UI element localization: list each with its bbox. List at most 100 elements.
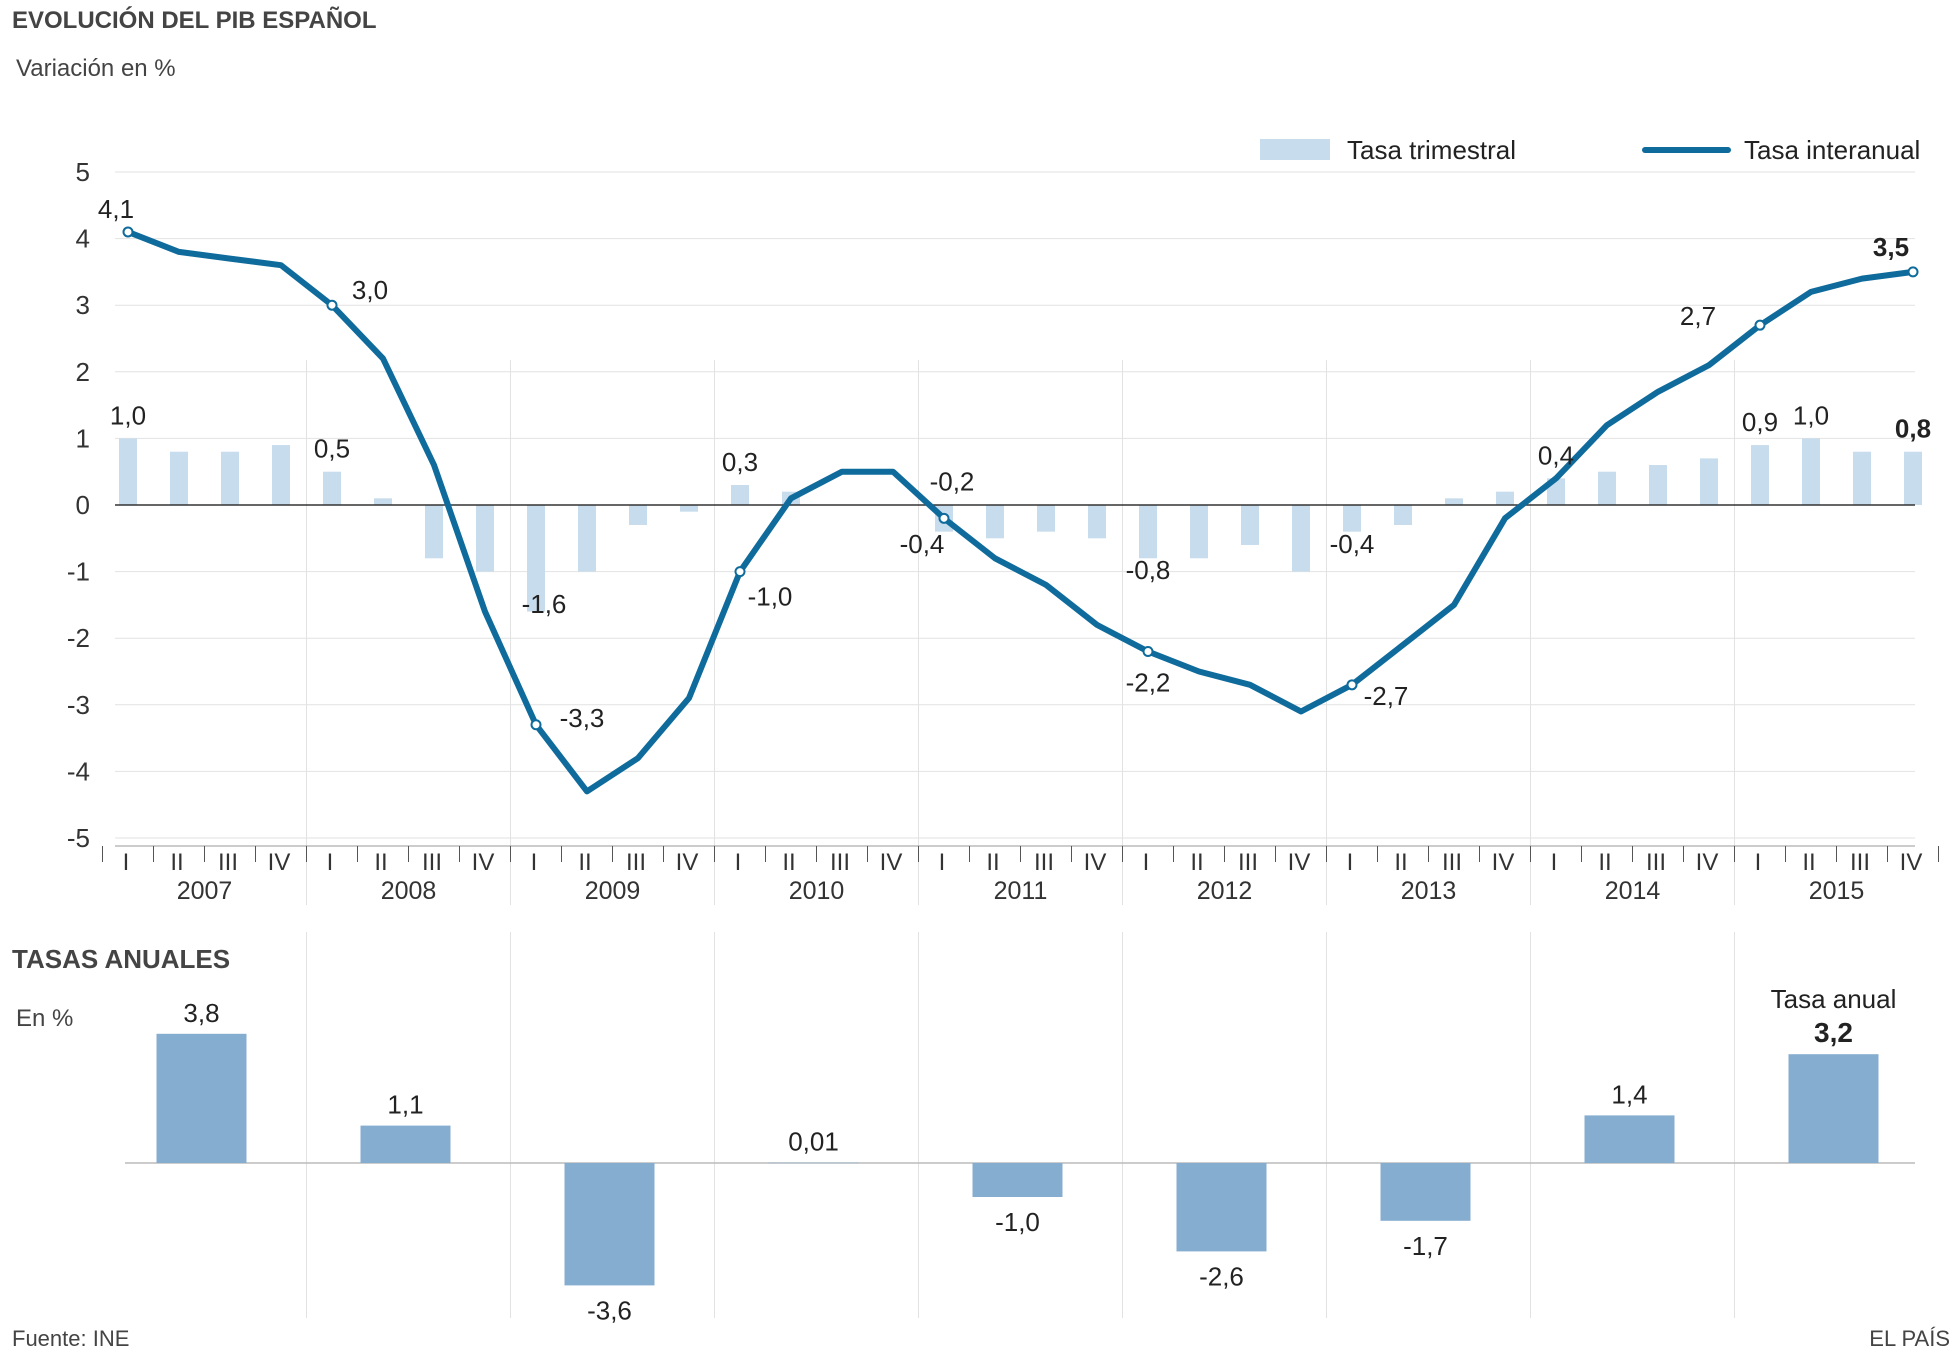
brand-credit: EL PAÍS	[1869, 1326, 1950, 1351]
quarterly-bar	[731, 485, 749, 505]
y-tick-label: 3	[76, 290, 90, 320]
legend-label-quarterly: Tasa trimestral	[1347, 135, 1516, 165]
yoy-value-label: 2,7	[1680, 301, 1716, 331]
quarterly-bar	[680, 505, 698, 512]
quarter-label: III	[218, 849, 238, 876]
year-label: 2014	[1605, 877, 1661, 905]
grid-layer	[115, 171, 1915, 839]
quarter-label: IV	[268, 849, 291, 876]
year-label: 2009	[585, 877, 641, 905]
yoy-marker	[1754, 319, 1766, 331]
quarter-label: I	[1551, 849, 1558, 876]
yoy-value-label: 3,5	[1873, 232, 1909, 262]
yoy-value-label: 3,0	[352, 275, 388, 305]
annual-bar	[1380, 1163, 1471, 1221]
quarterly-bar	[272, 445, 290, 505]
yoy-value-label: -3,3	[560, 703, 605, 733]
quarter-label: IV	[880, 849, 903, 876]
quarterly-bar	[1139, 505, 1157, 559]
quarter-label: IV	[1900, 849, 1923, 876]
quarter-label: I	[327, 849, 334, 876]
quarterly-bar	[578, 505, 596, 572]
annual-value-label: 1,1	[387, 1090, 423, 1120]
quarterly-value-label: 0,5	[314, 434, 350, 464]
yoy-marker	[1346, 679, 1358, 691]
quarterly-value-label: 0,8	[1895, 414, 1931, 444]
yoy-marker	[530, 719, 542, 731]
year-label: 2010	[789, 877, 845, 905]
y-tick-label: 4	[76, 224, 90, 254]
quarterly-value-label: -0,4	[1330, 529, 1375, 559]
quarterly-bars	[119, 438, 1922, 612]
annual-value-label: -2,6	[1199, 1261, 1244, 1291]
quarterly-bar	[119, 438, 137, 505]
quarter-label: II	[782, 849, 795, 876]
yoy-marker	[122, 226, 134, 238]
quarterly-bar	[1445, 498, 1463, 505]
quarterly-bar	[1496, 491, 1514, 505]
quarterly-value-label: -0,4	[900, 529, 945, 559]
annual-value-label: 0,01	[788, 1127, 839, 1157]
quarter-label: II	[1598, 849, 1611, 876]
year-label: 2012	[1197, 877, 1253, 905]
yoy-value-label: 4,1	[98, 194, 134, 224]
quarterly-bar	[425, 505, 443, 559]
y-tick-label: 2	[76, 357, 90, 387]
quarterly-bar	[1343, 505, 1361, 532]
quarter-label: III	[422, 849, 442, 876]
year-label: 2015	[1809, 877, 1865, 905]
quarterly-bar	[170, 451, 188, 505]
y-tick-label: 5	[76, 157, 90, 187]
annual-value-label: -1,0	[995, 1207, 1040, 1237]
quarterly-value-label: 1,0	[110, 400, 146, 430]
quarterly-bar	[221, 451, 239, 505]
legend-swatch-quarterly	[1260, 139, 1330, 160]
quarterly-bar	[1751, 445, 1769, 505]
annual-note-label: Tasa anual	[1771, 984, 1897, 1014]
y-axis-ticks: 5 4 3 2 1 0 -1 -2 -3 -4 -5	[67, 157, 90, 853]
yoy-line	[125, 228, 1916, 795]
yoy-value-label: -0,2	[930, 466, 975, 496]
annotations: 1,0 0,5 -1,6 0,3 -0,4 -0,8 -0,4 0,4 0,9 1,0 0,8 4,1…	[98, 194, 1931, 733]
x-axis: I II III IV I II III IV I II III IV I II III IV I II III IV…	[102, 845, 1939, 905]
annual-value-label: 1,4	[1611, 1079, 1647, 1109]
annual-bar	[1176, 1163, 1267, 1252]
quarterly-bar	[1598, 471, 1616, 505]
quarter-label: III	[1646, 849, 1666, 876]
quarter-label: IV	[676, 849, 699, 876]
quarter-label: II	[170, 849, 183, 876]
y-tick-label: 0	[76, 490, 90, 520]
quarter-label: IV	[472, 849, 495, 876]
quarterly-bar	[374, 498, 392, 505]
quarterly-bar	[629, 505, 647, 525]
quarter-label: I	[123, 849, 130, 876]
quarterly-bar	[1037, 505, 1055, 532]
yoy-marker	[734, 566, 746, 578]
y-tick-label: -1	[67, 557, 90, 587]
quarterly-bar	[1190, 505, 1208, 559]
quarter-label: IV	[1492, 849, 1515, 876]
y-tick-label: -3	[67, 690, 90, 720]
y-tick-label: -4	[67, 756, 90, 786]
quarterly-value-label: 0,9	[1742, 407, 1778, 437]
year-label: 2011	[994, 877, 1048, 905]
quarter-label: I	[1347, 849, 1354, 876]
annual-bar	[768, 1162, 859, 1164]
y-tick-label: -5	[67, 823, 90, 853]
quarter-label: III	[1850, 849, 1870, 876]
quarterly-bar	[1394, 505, 1412, 525]
legend-label-yoy: Tasa interanual	[1744, 135, 1920, 165]
quarterly-bar	[476, 505, 494, 572]
quarter-label: III	[1442, 849, 1462, 876]
quarter-label: III	[1034, 849, 1054, 876]
yoy-value-label: -2,7	[1364, 681, 1409, 711]
quarter-label: I	[531, 849, 538, 876]
annual-bar	[972, 1163, 1063, 1197]
yoy-marker	[326, 299, 338, 311]
quarter-label: I	[735, 849, 742, 876]
quarter-label: I	[1143, 849, 1150, 876]
quarter-label: I	[1755, 849, 1762, 876]
yoy-marker	[1142, 646, 1154, 658]
